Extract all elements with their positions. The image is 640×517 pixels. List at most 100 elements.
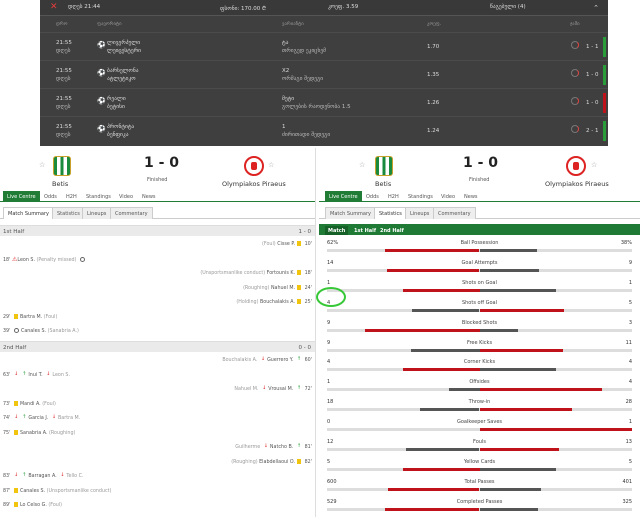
football-icon: ⚽ bbox=[97, 125, 106, 133]
event-player[interactable]: Canales S. bbox=[20, 329, 47, 334]
bet-time: 21:55 bbox=[56, 96, 72, 102]
event-minute: 87' bbox=[3, 488, 11, 494]
tab-live-centre[interactable]: Live Centre bbox=[3, 191, 40, 202]
bet-result-bar bbox=[603, 93, 606, 113]
tab-h2h[interactable]: H2H bbox=[66, 194, 77, 200]
tab-h2h-stats[interactable]: H2H bbox=[388, 194, 399, 200]
event-player[interactable]: Mandi A. bbox=[19, 401, 41, 407]
event-player[interactable]: Natcho B. bbox=[269, 445, 294, 450]
favorite-star-icon-away[interactable]: ☆ bbox=[268, 161, 275, 169]
stat-row: 9 Blocked Shots 3 bbox=[325, 319, 634, 338]
event-minute: 73' bbox=[3, 401, 11, 407]
betis-crest-icon bbox=[53, 156, 71, 176]
event-note: (Roughing) bbox=[49, 430, 76, 436]
event-player[interactable]: Inui T. bbox=[28, 372, 43, 378]
event-player[interactable]: Bartra M. bbox=[19, 314, 43, 320]
event-player[interactable]: Elabdellaoui O. bbox=[259, 459, 296, 465]
tab-match-summary-stats[interactable]: Match Summary bbox=[325, 207, 377, 219]
event-row: 73' Mandi A. (Foul) bbox=[3, 400, 56, 407]
event-player[interactable]: Cisse P. bbox=[277, 242, 296, 247]
stat-name: Offsides bbox=[469, 379, 490, 386]
event-player[interactable]: Nahuel M. bbox=[270, 285, 296, 291]
stat-home-value: 529 bbox=[327, 498, 337, 505]
tab-match-summary[interactable]: Match Summary bbox=[3, 207, 55, 219]
tab-standings-stats[interactable]: Standings bbox=[408, 194, 433, 200]
period-match[interactable]: Match bbox=[325, 226, 349, 235]
tab-standings[interactable]: Standings bbox=[86, 194, 111, 200]
period-1st-half[interactable]: 1st Half bbox=[354, 228, 377, 234]
event-note: (Sanabria A.) bbox=[47, 329, 79, 334]
event-row: Bouchalakis A. ↓ Guerrero Y. ↑ 60' bbox=[222, 357, 312, 364]
event-player[interactable]: Barragan A. bbox=[28, 474, 57, 479]
home-team-name[interactable]: Betis bbox=[52, 180, 69, 188]
stat-away-bar bbox=[479, 467, 556, 471]
tab-lineups-stats[interactable]: Lineups bbox=[405, 207, 435, 219]
stat-away-bar bbox=[479, 448, 559, 451]
tab-commentary-stats[interactable]: Commentary bbox=[433, 207, 476, 219]
event-player[interactable]: Leon S. bbox=[17, 257, 35, 263]
home-team-name-stats[interactable]: Betis bbox=[375, 180, 392, 188]
penalty-missed-icon: ⚠ bbox=[11, 255, 18, 263]
bet-row[interactable]: 21:55 დღეს ⚽ ბარსელონა ატლეტიკო X2 ორმაგი შედე… bbox=[40, 60, 608, 88]
tab-news-stats[interactable]: News bbox=[464, 194, 478, 200]
tab-live-centre-stats[interactable]: Live Centre bbox=[325, 191, 362, 202]
bet-market: თრიგედ ეკიცხემ bbox=[282, 48, 326, 54]
main-tabs-stats: Live Centre Odds H2H Standings Video New… bbox=[319, 190, 640, 202]
stat-away-value: 325 bbox=[622, 498, 632, 505]
betslip-header[interactable]: ✕ დღეს 21:44 ფსონი: 170.00 ₾ კოეფ. 3.59 … bbox=[40, 0, 608, 16]
favorite-star-icon-away-stats[interactable]: ☆ bbox=[591, 161, 598, 169]
bet-team-2: ლეიცესტერი bbox=[107, 48, 141, 54]
bet-row[interactable]: 21:55 დღეს ⚽ პრონტიტა ბენფიკა 1 ძირითადი შედეგ… bbox=[40, 116, 608, 144]
tab-lineups[interactable]: Lineups bbox=[82, 207, 112, 219]
tab-odds[interactable]: Odds bbox=[44, 194, 57, 200]
tab-video[interactable]: Video bbox=[119, 194, 134, 200]
betslip-columns: დრო ფავორიტი ვარიანტი კოეფ. ჯამი bbox=[40, 16, 608, 32]
event-note: Guilherme bbox=[235, 445, 261, 450]
tab-video-stats[interactable]: Video bbox=[441, 194, 456, 200]
tab-news[interactable]: News bbox=[142, 194, 156, 200]
event-minute: 18' bbox=[304, 271, 312, 276]
away-team-name[interactable]: Olympiakos Piraeus bbox=[222, 180, 286, 188]
tab-commentary[interactable]: Commentary bbox=[110, 207, 153, 219]
event-player[interactable]: Garcia J. bbox=[28, 416, 49, 421]
event-player[interactable]: Sanabria A. bbox=[19, 430, 48, 436]
tab-odds-stats[interactable]: Odds bbox=[366, 194, 379, 200]
stat-bar-track bbox=[327, 308, 632, 312]
match-score: 1 - 0 bbox=[144, 155, 180, 171]
stat-home-bar bbox=[388, 487, 480, 491]
chevron-up-icon[interactable]: ⌃ bbox=[593, 4, 599, 12]
event-player[interactable]: Vrousai M. bbox=[268, 387, 294, 392]
stat-away-bar bbox=[479, 308, 565, 312]
betslip-panel: ✕ დღეს 21:44 ფსონი: 170.00 ₾ კოეფ. 3.59 … bbox=[40, 0, 608, 146]
sub-in-arrow-icon: ↑ bbox=[22, 472, 27, 478]
yellow-card-icon bbox=[13, 487, 18, 493]
col-option: ვარიანტი bbox=[282, 22, 304, 27]
stat-name: Total Passes bbox=[464, 478, 495, 485]
stat-row: 529 Completed Passes 325 bbox=[325, 498, 634, 517]
tab-statistics[interactable]: Statistics bbox=[52, 207, 85, 219]
favorite-star-icon-stats[interactable]: ☆ bbox=[359, 161, 366, 169]
betslip-rows: 21:55 დღეს ⚽ ლივერპული ლეიცესტერი ტა თრიგედ ეკ… bbox=[40, 32, 608, 144]
stat-name: Blocked Shots bbox=[461, 319, 498, 326]
stat-away-bar bbox=[479, 249, 538, 252]
status-spinner-icon bbox=[571, 69, 579, 77]
event-player[interactable]: Lo Celso G. bbox=[19, 503, 47, 508]
stat-row: 9 Free Kicks 11 bbox=[325, 339, 634, 358]
stat-away-value: 1 bbox=[628, 279, 632, 286]
event-row: 18' ⚠Leon S. (Penalty missed) bbox=[3, 256, 87, 263]
favorite-star-icon[interactable]: ☆ bbox=[39, 161, 46, 169]
yellow-card-icon bbox=[297, 270, 302, 275]
event-player[interactable]: Canales S. bbox=[19, 488, 46, 494]
period-2nd-half[interactable]: 2nd Half bbox=[380, 228, 404, 234]
event-player[interactable]: Bouchalakis A. bbox=[260, 300, 296, 305]
stat-home-value: 9 bbox=[327, 319, 331, 326]
tab-statistics-active[interactable]: Statistics bbox=[374, 207, 407, 219]
bet-row[interactable]: 21:55 დღეს ⚽ ლივერპული ლეიცესტერი ტა თრიგედ ეკ… bbox=[40, 32, 608, 60]
bet-row[interactable]: 21:55 დღეს ⚽ რეალი ბეტისი მეტი გოლების რაოდენო… bbox=[40, 88, 608, 116]
event-row: 29' Bartra M. (Foul) bbox=[3, 313, 57, 320]
away-team-name-stats[interactable]: Olympiakos Piraeus bbox=[545, 180, 609, 188]
stat-away-bar bbox=[479, 507, 538, 511]
event-player[interactable]: Guerrero Y. bbox=[267, 358, 294, 363]
stat-row: 0 Goalkeeper Saves 1 bbox=[325, 418, 634, 437]
event-player[interactable]: Fortounis K. bbox=[266, 271, 296, 276]
